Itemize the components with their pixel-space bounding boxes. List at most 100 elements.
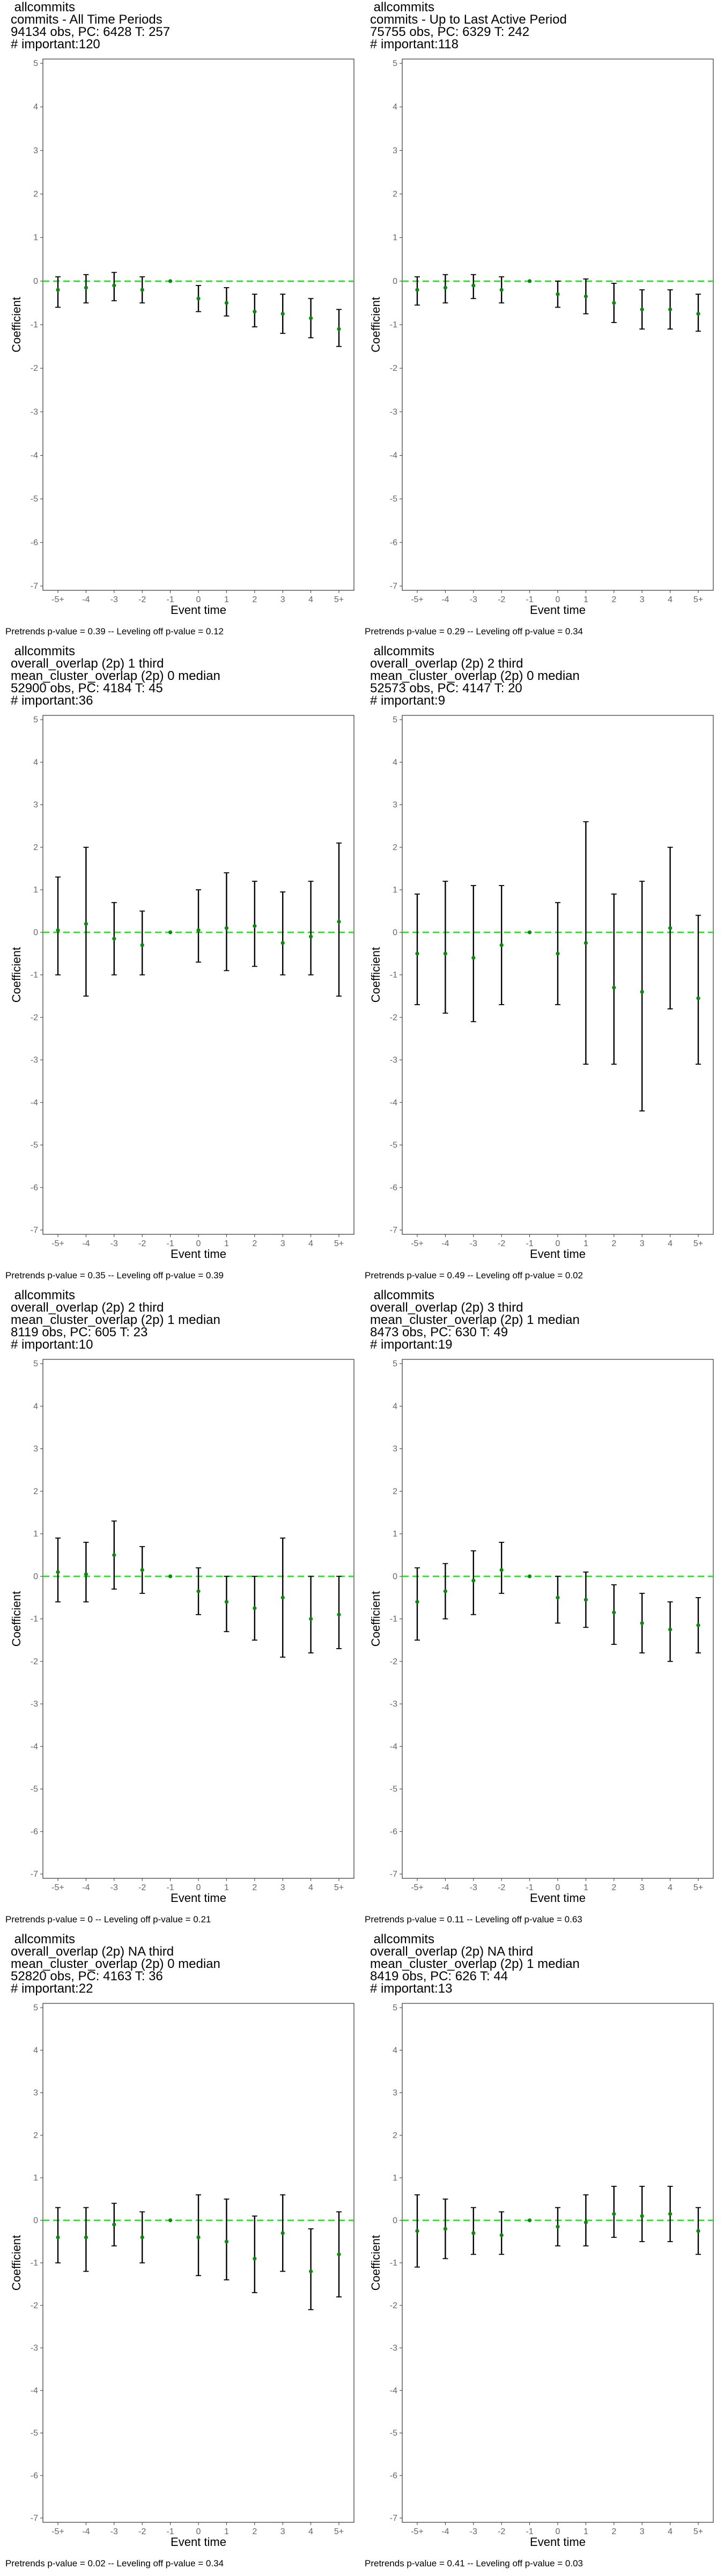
y-tick-label: 0 [33, 277, 38, 286]
y-tick-label: -2 [31, 1657, 38, 1666]
y-tick-label: -7 [31, 1870, 38, 1879]
x-tick-label: 0 [556, 1239, 560, 1248]
x-tick-label: 5+ [693, 595, 703, 604]
x-tick-label: 4 [668, 1239, 673, 1248]
title-line: overall_overlap (2p) 1 third [11, 656, 164, 671]
data-point [140, 943, 144, 947]
data-point [224, 2240, 228, 2244]
title-line: 75755 obs, PC: 6329 T: 242 [370, 25, 530, 39]
title-line: allcommits [11, 1288, 76, 1302]
y-tick-label: -5 [390, 495, 397, 504]
data-point [668, 926, 673, 930]
data-point [696, 312, 700, 316]
title-line: mean_cluster_overlap (2p) 0 median [370, 669, 580, 683]
x-axis-title: Event time [171, 2535, 226, 2549]
data-point [280, 312, 285, 316]
x-tick-label: -1 [526, 1883, 533, 1892]
x-tick-label: -3 [110, 1239, 118, 1248]
y-tick-label: -1 [31, 1615, 38, 1624]
data-point [56, 2235, 60, 2240]
data-point [499, 943, 504, 947]
x-tick-label: 0 [556, 595, 560, 604]
chart-panel-5: allcommits overall_overlap (2p) 2 third me… [5, 1288, 359, 1927]
y-tick-label: 0 [393, 1572, 397, 1581]
chart-svg: -7 -6 -5 -4 -3 -2 -1 0 1 2 3 4 5 -5+ -4 -3 -2 -1 0 1 2 3 4 5+ Ev… [369, 58, 714, 617]
y-tick-label: -5 [31, 2429, 38, 2438]
panel-title: allcommits overall_overlap (2p) 2 third me… [11, 1289, 220, 1351]
data-point [471, 956, 476, 960]
y-tick-label: -2 [390, 1657, 397, 1666]
chart-panel-4: allcommits overall_overlap (2p) 2 third me… [365, 644, 719, 1283]
y-tick-label: 4 [33, 758, 38, 767]
data-point [612, 985, 616, 990]
plot-frame [402, 58, 714, 591]
data-point [696, 996, 700, 1000]
x-tick-label: 0 [556, 1883, 560, 1892]
y-tick-label: 2 [33, 843, 38, 852]
data-point [112, 936, 116, 941]
x-tick-label: -3 [110, 1883, 118, 1892]
y-tick-label: 5 [393, 59, 397, 68]
data-point [499, 2233, 504, 2237]
y-tick-label: -3 [390, 1700, 397, 1709]
y-tick-label: 5 [393, 2003, 397, 2012]
data-point [443, 1589, 447, 1593]
x-tick-label: 1 [583, 595, 588, 604]
x-tick-label: 4 [308, 1883, 313, 1892]
x-tick-label: 5+ [334, 1239, 344, 1248]
data-point [56, 288, 60, 292]
y-tick-label: 3 [393, 1445, 397, 1454]
y-tick-label: 0 [33, 2216, 38, 2225]
y-axis-title: Coefficient [10, 947, 23, 1003]
data-point [84, 921, 88, 926]
y-tick-label: 5 [33, 2003, 38, 2012]
title-line: allcommits [11, 644, 76, 658]
y-axis-title: Coefficient [10, 1591, 23, 1647]
x-tick-label: 0 [196, 2527, 201, 2536]
y-tick-label: -3 [31, 1700, 38, 1709]
y-tick-label: -4 [31, 2386, 38, 2395]
y-tick-label: 4 [393, 1402, 397, 1411]
x-tick-label: 1 [224, 1883, 229, 1892]
y-tick-label: 0 [33, 1572, 38, 1581]
title-line: allcommits [370, 1932, 435, 1946]
chart-panel-1: allcommits commits - All Time Periods 9413… [5, 0, 359, 639]
y-tick-label: -6 [390, 1183, 397, 1192]
y-tick-label: 0 [393, 277, 397, 286]
title-line: 52900 obs, PC: 4184 T: 45 [11, 681, 163, 696]
data-point [112, 283, 116, 288]
data-point [56, 1570, 60, 1574]
data-point [640, 307, 644, 312]
chart-svg: -7 -6 -5 -4 -3 -2 -1 0 1 2 3 4 5 -5+ -4 -3 -2 -1 0 1 2 3 4 5+ Ev… [369, 1359, 714, 1905]
y-tick-label: -4 [390, 451, 397, 460]
x-tick-label: 3 [640, 1239, 645, 1248]
x-tick-label: 3 [640, 2527, 645, 2536]
pvalue-footer: Pretrends p-value = 0.29 -- Leveling off… [365, 626, 583, 636]
y-tick-label: -7 [390, 1226, 397, 1235]
x-tick-label: 2 [611, 595, 616, 604]
data-point [696, 1623, 700, 1627]
y-tick-label: 4 [33, 103, 38, 112]
x-tick-label: -2 [498, 1883, 505, 1892]
x-tick-label: -1 [526, 595, 533, 604]
data-point [612, 301, 616, 305]
y-tick-label: -1 [390, 2259, 397, 2268]
y-tick-label: -1 [31, 971, 38, 980]
x-axis-title: Event time [530, 603, 586, 617]
y-tick-label: -6 [390, 1827, 397, 1836]
y-tick-label: 0 [393, 2216, 397, 2225]
y-tick-label: -7 [31, 1226, 38, 1235]
y-tick-label: 3 [33, 2089, 38, 2098]
data-point [640, 1621, 644, 1626]
pvalue-footer: Pretrends p-value = 0.02 -- Leveling off… [5, 2558, 224, 2568]
panel-title: allcommits commits - All Time Periods 9413… [11, 1, 170, 51]
y-tick-label: -5 [31, 495, 38, 504]
y-tick-label: -5 [390, 1141, 397, 1150]
x-tick-label: 5+ [693, 1883, 703, 1892]
data-point [280, 1596, 285, 1600]
data-point [443, 2227, 447, 2231]
pvalue-footer: Pretrends p-value = 0.49 -- Leveling off… [365, 1270, 583, 1280]
plot-frame [42, 58, 354, 591]
title-line: 52573 obs, PC: 4147 T: 20 [370, 681, 522, 696]
y-tick-label: -4 [31, 1742, 38, 1751]
